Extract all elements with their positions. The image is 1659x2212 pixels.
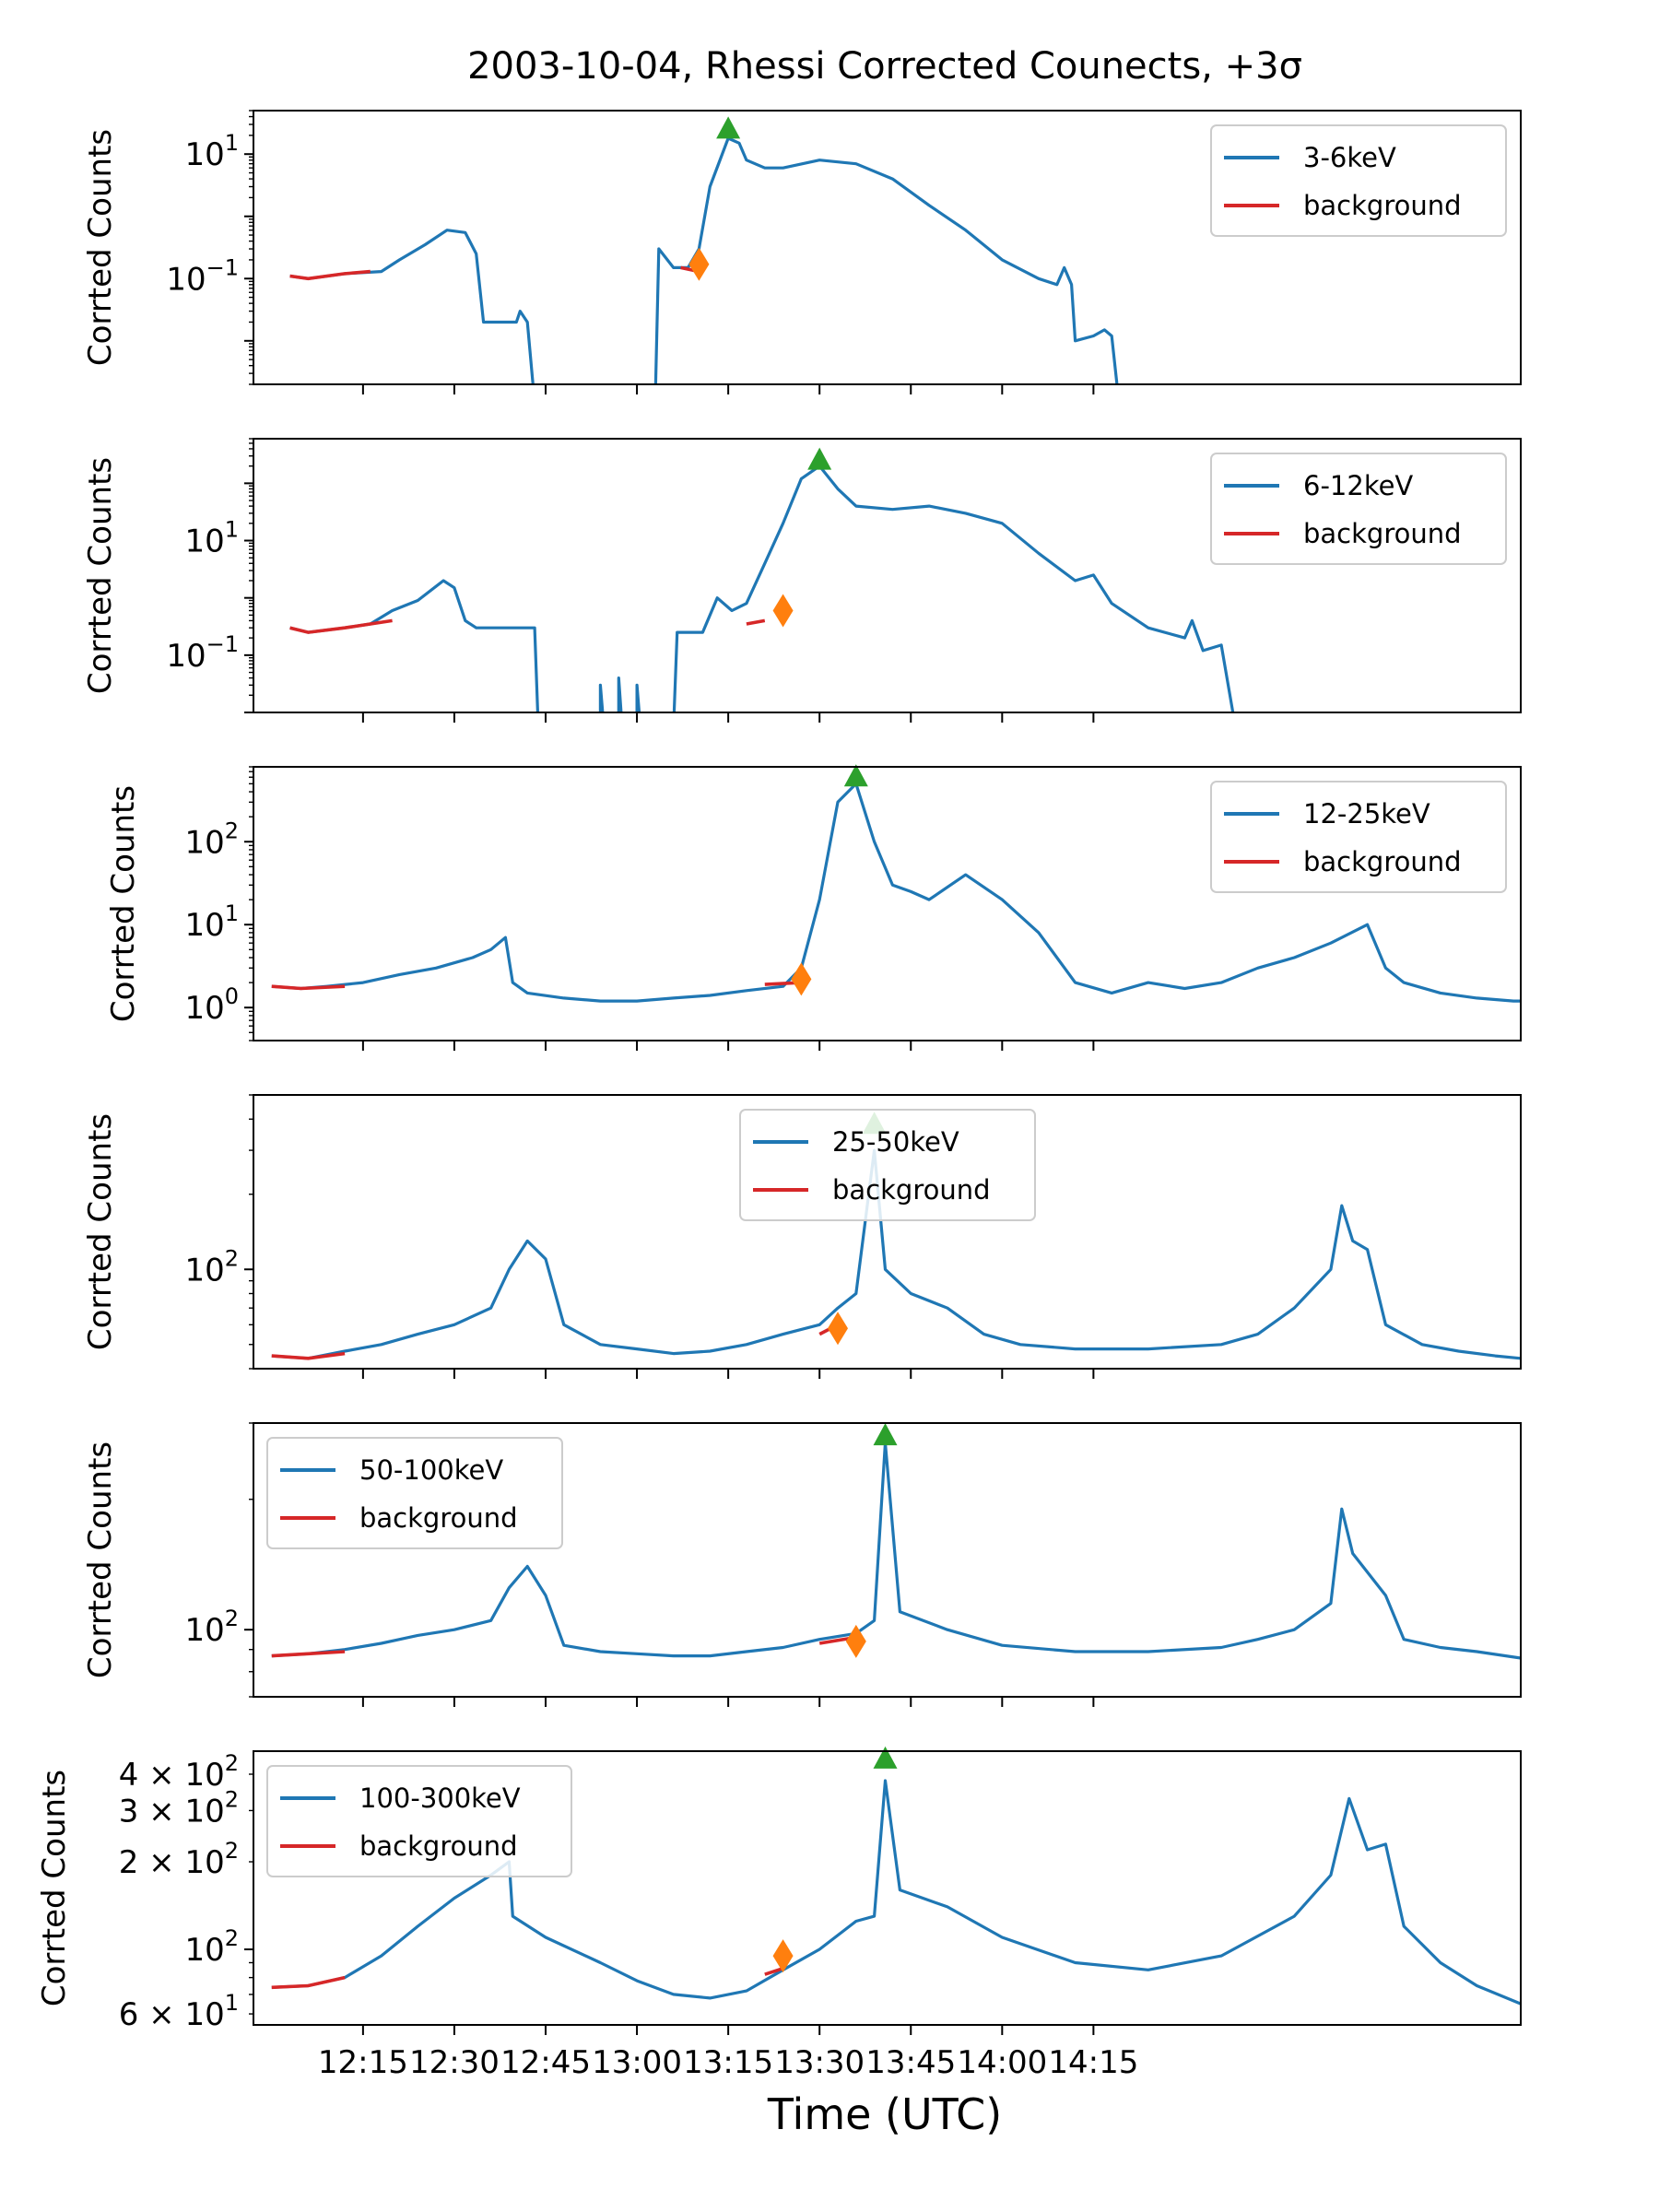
legend-entry: 25-50keV [832,1126,959,1158]
y-tick-label: 101 [184,900,239,944]
start-marker [828,1312,849,1346]
panel-6-12keV: 101 10−1 Corrted Counts 6-12keV background [82,438,1522,723]
x-tick-label: 13:45 [865,2044,956,2081]
legend-entry: 50-100keV [359,1454,503,1486]
y-axis-label: Corrted Counts [105,785,142,1022]
start-marker [845,1624,866,1658]
y-axis-label: Corrted Counts [82,129,119,366]
x-tick-label: 12:45 [500,2044,591,2081]
axes-frame [253,1094,1522,1370]
series-line-25-50keV [271,1148,1521,1360]
start-marker [791,962,812,996]
axes-frame [253,110,1522,385]
y-tick-label: 2 × 102 [119,1838,239,1881]
y-tick-label: 10−1 [166,254,239,298]
peak-marker [873,1746,898,1769]
peak-marker [807,447,832,470]
y-tick-label: 4 × 102 [119,1750,239,1794]
y-tick-label: 101 [184,130,239,173]
y-tick-label: 3 × 102 [119,1786,239,1830]
legend-entry: 3-6keV [1303,142,1396,173]
legend-entry: background [1303,846,1462,877]
x-tick-label: 12:15 [318,2044,408,2081]
legend: 6-12keV background [1210,453,1507,565]
y-axis-label: Corrted Counts [82,457,119,694]
legend-entry: 100-300keV [359,1783,521,1814]
legend: 12-25keV background [1210,781,1507,893]
x-tick-label: 13:15 [683,2044,773,2081]
y-tick-label: 102 [184,1606,239,1649]
panel-50-100keV: 102 Corrted Counts 50-100keV background [82,1422,1522,1707]
series-line-6-12keV [289,465,1235,712]
y-tick-label: 6 × 101 [119,1990,239,2033]
legend-entry: background [359,1830,518,1862]
background-line [289,618,766,634]
y-axis-label: Corrted Counts [36,1770,73,2006]
y-axis-label: Corrted Counts [82,1441,119,1678]
legend-entry: background [832,1174,991,1206]
axes-frame [253,438,1522,713]
panel-3-6keV: 101 10−1 Corrted Counts 3-6keV background [82,110,1522,394]
x-tick-label: 14:15 [1048,2044,1138,2081]
x-tick-label: 13:00 [592,2044,682,2081]
start-marker [688,247,710,281]
background-line [271,1966,784,1990]
panel-12-25keV: 102 101 100 Corrted Counts 12-25keV backgroun… [105,764,1522,1051]
x-tick-label: 14:00 [957,2044,1047,2081]
legend-box [1210,781,1507,893]
legend-box [266,1437,563,1549]
figure-title: 2003-10-04, Rhessi Corrected Counects, +… [467,45,1302,88]
legend-box [739,1109,1036,1221]
x-tick-label: 13:30 [774,2044,865,2081]
legend: 100-300keV background [266,1765,572,1877]
panel-25-50keV: 102 Corrted Counts 25-50keV background [82,1094,1522,1379]
legend-box [1210,124,1507,237]
legend-entry: 6-12keV [1303,470,1413,501]
peak-marker [843,764,868,787]
series-line-12-25keV [271,782,1521,1003]
x-tick-label: 12:30 [409,2044,500,2081]
legend: 3-6keV background [1210,124,1507,237]
y-tick-label: 101 [184,517,239,560]
y-tick-label: 102 [184,818,239,861]
peak-marker [873,1423,898,1446]
series-line-100-300keV [271,1779,1521,2006]
legend-entry: background [1303,190,1462,221]
legend: 50-100keV background [266,1437,563,1549]
y-tick-label: 102 [184,1925,239,1969]
legend-entry: background [1303,518,1462,549]
axes-frame [253,1422,1522,1698]
y-tick-label: 10−1 [166,631,239,675]
start-marker [772,1939,794,1973]
x-tick-labels: 12:15 12:30 12:45 13:00 13:15 13:30 13:45 14:00… [318,2044,1138,2081]
y-axis-label: Corrted Counts [82,1113,119,1350]
legend: 25-50keV background [739,1109,1036,1221]
legend-box [1210,453,1507,565]
y-tick-label: 102 [184,1245,239,1288]
peak-marker [716,116,741,139]
axes-frame [253,1750,1522,2026]
legend-entry: 12-25keV [1303,798,1430,830]
x-axis-label: Time (UTC) [767,2089,1002,2139]
start-marker [772,594,794,628]
axes-frame [253,766,1522,1041]
legend-entry: background [359,1502,518,1534]
legend-box [266,1765,572,1877]
y-tick-label: 100 [184,983,239,1027]
